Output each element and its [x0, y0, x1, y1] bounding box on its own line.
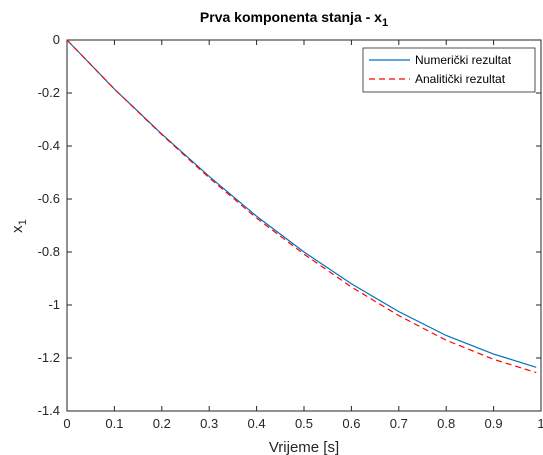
y-axis-label: x1 — [9, 219, 29, 233]
x-tick-label: 0.7 — [390, 416, 408, 431]
x-tick-label: 0.5 — [295, 416, 313, 431]
y-tick-label: -1.2 — [38, 350, 60, 365]
y-tick-label: 0 — [53, 32, 60, 47]
y-tick-label: -1 — [48, 297, 60, 312]
x-tick-label: 0.6 — [342, 416, 360, 431]
y-tick-label: -0.6 — [38, 191, 60, 206]
x-tick-label: 0.8 — [437, 416, 455, 431]
legend: Numerički rezultat Analitički rezultat — [362, 47, 536, 93]
chart-title-main: Prva komponenta stanja - x — [200, 9, 382, 25]
x-tick-label: 0 — [63, 416, 70, 431]
y-tick-label: -0.2 — [38, 85, 60, 100]
legend-label-numericki: Numerički rezultat — [415, 53, 512, 67]
legend-box — [362, 47, 536, 93]
plot-frame — [66, 39, 542, 412]
x-axis-label: Vrijeme [s] — [269, 439, 339, 455]
y-axis-label-subscript: 1 — [17, 219, 29, 225]
x-tick-label: 0.4 — [248, 416, 266, 431]
x-tick-label: 0.9 — [485, 416, 503, 431]
y-axis-label-main: x — [9, 225, 26, 233]
legend-label-analiticki: Analitički rezultat — [415, 72, 506, 86]
series-line-1 — [66, 39, 537, 374]
chart-title: Prva komponenta stanja - x1 — [200, 9, 388, 29]
y-tick-label: -0.8 — [38, 244, 60, 259]
plot-area: 0 0.1 0.2 0.3 0.4 0.5 0.6 0.7 0.8 0.9 1 0 -0.2 -0.4 -… — [38, 32, 543, 431]
y-tick-label: -0.4 — [38, 138, 60, 153]
series-lines — [66, 39, 537, 374]
x-tick-label: 0.2 — [153, 416, 171, 431]
x-tick-label: 0.1 — [105, 416, 123, 431]
y-axis: 0 -0.2 -0.4 -0.6 -0.8 -1 -1.2 -1.4 — [38, 32, 541, 418]
x-tick-label: 1 — [537, 416, 543, 431]
x-axis: 0 0.1 0.2 0.3 0.4 0.5 0.6 0.7 0.8 0.9 1 — [63, 40, 543, 431]
y-tick-label: -1.4 — [38, 403, 60, 418]
x-tick-label: 0.3 — [200, 416, 218, 431]
chart-title-subscript: 1 — [382, 17, 388, 29]
